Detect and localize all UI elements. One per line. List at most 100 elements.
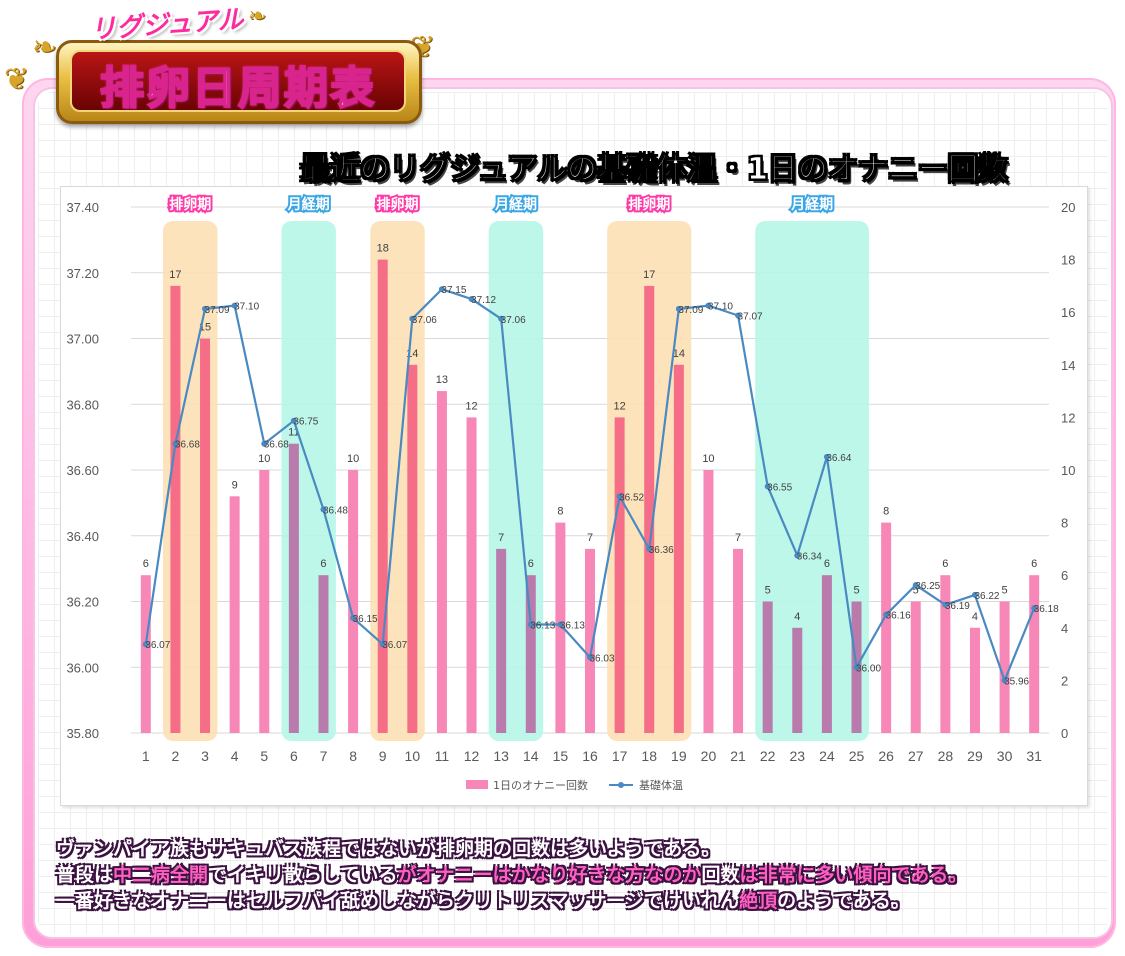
bar (377, 259, 388, 733)
bar-label: 7 (587, 532, 593, 544)
notes-text: ヴァンパイア族もサキュバス族程ではないが排卵期の回数は多いようである。 普段は中二… (56, 836, 1096, 914)
temperature-label: 36.13 (560, 621, 585, 632)
bar (170, 285, 181, 733)
temperature-label: 36.15 (353, 614, 378, 625)
temperature-label: 36.52 (619, 492, 644, 503)
temperature-point (142, 641, 149, 648)
left-axis-tick: 35.80 (66, 726, 99, 741)
x-axis-tick: 30 (997, 748, 1013, 764)
temperature-point (823, 453, 830, 460)
bar-label: 11 (288, 427, 299, 439)
bar (940, 575, 951, 733)
bar (821, 575, 832, 733)
x-axis-tick: 8 (349, 748, 357, 764)
right-axis-tick: 4 (1061, 621, 1068, 636)
title-banner: ❦ ❧ ❦ ❧ 排卵日周期表 リグジュアル (0, 0, 435, 125)
banner-title: 排卵日周期表 (99, 62, 376, 115)
bar (969, 627, 980, 733)
note-segment: 絶頂 (739, 890, 778, 912)
note-segment: 一番好きなオナニーはセルフパイ舐めしながらクリトリスマッサージでけいれん (56, 890, 740, 912)
bar (200, 338, 211, 733)
bar (673, 364, 684, 733)
x-axis-tick: 19 (671, 748, 687, 764)
temperature-label: 36.75 (293, 417, 318, 428)
bar (614, 417, 625, 733)
bar (585, 548, 595, 733)
right-axis-tick: 6 (1061, 568, 1068, 583)
x-axis-tick: 4 (231, 748, 239, 764)
temperature-label: 36.00 (856, 663, 881, 674)
x-axis-tick: 31 (1026, 748, 1042, 764)
bar-label: 10 (702, 453, 714, 465)
bar-label: 10 (347, 453, 359, 465)
temperature-label: 36.48 (323, 505, 348, 516)
note-segment: は非常に多い傾向である。 (739, 864, 968, 886)
temperature-label: 36.03 (589, 653, 614, 664)
bar (288, 443, 299, 733)
right-axis-tick: 10 (1061, 463, 1075, 478)
x-axis-tick: 11 (435, 748, 450, 764)
temperature-point (231, 302, 238, 309)
x-axis-tick: 28 (938, 748, 954, 764)
note-line: ヴァンパイア族もサキュバス族程ではないが排卵期の回数は多いようである。 (56, 836, 1096, 862)
temperature-label: 36.22 (974, 591, 999, 602)
note-segment: がオナニーはかなり好きな方なのか (397, 864, 702, 886)
temperature-point (735, 312, 742, 319)
x-axis-tick: 22 (760, 748, 776, 764)
temperature-label: 36.68 (175, 440, 200, 451)
bar (644, 285, 655, 733)
temperature-label: 37.06 (501, 315, 526, 326)
bar (496, 548, 507, 733)
note-segment: でイキリ散らしている (208, 864, 398, 886)
x-axis-tick: 6 (290, 748, 298, 764)
temperature-point (616, 493, 623, 500)
banner-inner (70, 50, 406, 112)
temperature-point (912, 582, 919, 589)
note-segment: 中二病全開 (113, 864, 209, 886)
x-axis-tick: 7 (320, 748, 328, 764)
temperature-point (971, 591, 978, 598)
x-axis-tick: 14 (523, 748, 539, 764)
bar (407, 364, 418, 733)
right-axis-tick: 20 (1061, 200, 1075, 215)
right-axis-tick: 2 (1061, 673, 1068, 688)
bar-label: 8 (883, 506, 889, 518)
x-axis-tick: 21 (730, 748, 746, 764)
temperature-point (646, 545, 653, 552)
x-axis-tick: 5 (260, 748, 268, 764)
chart-title: 最近のリグジュアルの基礎体温・1日のオナニー回数 (300, 152, 1009, 188)
x-axis-tick: 24 (819, 748, 835, 764)
right-axis-tick: 14 (1061, 358, 1075, 373)
left-axis-tick: 37.00 (66, 332, 99, 347)
temperature-point (587, 654, 593, 661)
right-axis-tick: 0 (1061, 726, 1068, 741)
left-axis-tick: 36.80 (66, 397, 99, 412)
temperature-point (409, 315, 416, 322)
bar (525, 575, 536, 733)
temperature-point (202, 305, 209, 312)
x-axis-tick: 9 (379, 748, 387, 764)
temperature-label: 37.10 (708, 302, 733, 313)
x-axis-tick: 10 (405, 748, 421, 764)
temperature-label: 37.12 (471, 295, 496, 306)
bar (466, 417, 477, 733)
bar (881, 522, 892, 733)
left-axis-tick: 36.20 (66, 595, 99, 610)
bar-label: 17 (643, 269, 655, 281)
phase-label: 排卵期 (169, 196, 211, 213)
bar-label: 5 (853, 585, 859, 597)
note-segment: 回数 (701, 864, 740, 886)
x-axis-tick: 16 (582, 748, 598, 764)
bar-label: 10 (258, 453, 270, 465)
temperature-point (320, 506, 327, 513)
temperature-point (705, 302, 712, 309)
bar (703, 470, 714, 733)
phase-label: 月経期 (287, 196, 330, 213)
x-axis-tick: 15 (553, 748, 569, 764)
bar (259, 470, 270, 733)
note-line: 一番好きなオナニーはセルフパイ舐めしながらクリトリスマッサージでけいれん絶頂のよ… (56, 888, 1096, 914)
left-axis-tick: 37.20 (66, 266, 99, 281)
temperature-point (379, 641, 386, 648)
bar (1029, 575, 1040, 733)
bar (140, 575, 151, 733)
